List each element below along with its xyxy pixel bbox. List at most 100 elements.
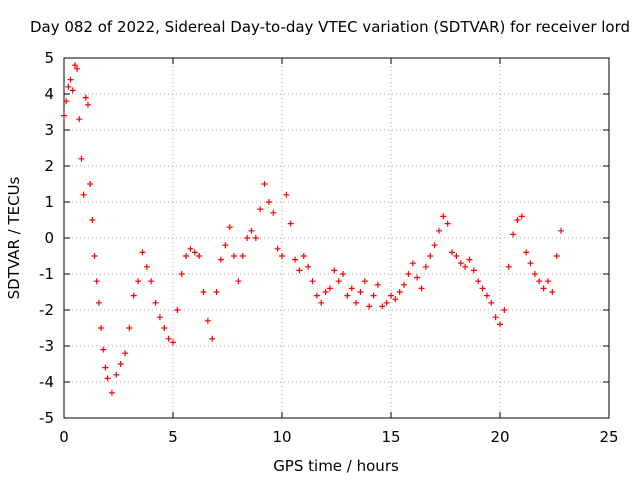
- data-point: [67, 76, 74, 83]
- data-point: [531, 271, 538, 277]
- data-point: [191, 249, 198, 256]
- data-point: [353, 299, 360, 306]
- data-point: [226, 224, 233, 231]
- data-point: [318, 299, 325, 306]
- data-point: [440, 213, 447, 220]
- data-point: [401, 281, 408, 288]
- data-point: [239, 253, 246, 259]
- data-point: [444, 220, 451, 227]
- data-point: [497, 321, 503, 328]
- data-point: [427, 253, 434, 259]
- data-point: [374, 281, 381, 288]
- data-point: [80, 191, 87, 198]
- y-tick-label: 1: [44, 193, 54, 211]
- data-point: [261, 181, 268, 187]
- data-point: [204, 317, 211, 324]
- data-point: [209, 335, 216, 342]
- data-point: [235, 278, 242, 285]
- data-points: [61, 62, 565, 396]
- data-point: [505, 263, 512, 270]
- data-point: [457, 260, 464, 267]
- x-tick-label: 0: [59, 428, 69, 446]
- data-point: [409, 260, 416, 267]
- data-point: [117, 361, 124, 367]
- data-point: [510, 231, 517, 238]
- data-point: [87, 181, 94, 187]
- x-tick-label: 15: [381, 428, 400, 446]
- data-point: [357, 289, 364, 295]
- data-point: [95, 299, 102, 306]
- data-point: [435, 227, 442, 234]
- data-point: [313, 292, 320, 299]
- x-tick-label: 25: [599, 428, 618, 446]
- data-point: [84, 101, 91, 108]
- data-point: [279, 253, 285, 259]
- data-point: [231, 253, 238, 259]
- data-point: [183, 253, 190, 259]
- y-tick-label: 3: [44, 121, 54, 139]
- data-point: [178, 271, 185, 277]
- data-point: [523, 249, 530, 256]
- data-point: [104, 375, 111, 382]
- data-point: [196, 253, 203, 259]
- data-point: [492, 314, 499, 321]
- data-point: [392, 296, 399, 303]
- data-point: [449, 249, 456, 256]
- data-point: [431, 242, 438, 249]
- data-point: [396, 289, 403, 295]
- data-point: [331, 267, 338, 274]
- data-point: [348, 285, 355, 292]
- data-point: [143, 263, 150, 270]
- data-point: [152, 299, 159, 306]
- data-point: [252, 235, 259, 241]
- data-point: [527, 260, 534, 267]
- data-point: [292, 256, 299, 263]
- y-tick-label: -2: [39, 301, 54, 319]
- data-point: [122, 350, 129, 357]
- data-point: [453, 253, 460, 259]
- data-point: [518, 213, 525, 220]
- data-point: [156, 314, 163, 321]
- y-tick-label: -4: [39, 373, 54, 391]
- data-point: [370, 292, 377, 299]
- data-point: [174, 307, 181, 313]
- data-point: [305, 263, 312, 270]
- data-point: [470, 267, 477, 274]
- data-point: [344, 292, 351, 299]
- data-point: [326, 285, 333, 292]
- data-point: [361, 278, 368, 285]
- data-point: [296, 267, 303, 274]
- data-point: [217, 256, 224, 263]
- x-tick-label: 5: [168, 428, 178, 446]
- data-point: [244, 235, 251, 241]
- y-tick-label: -5: [39, 409, 54, 427]
- grid-lines: [64, 58, 609, 418]
- data-point: [139, 249, 146, 256]
- data-point: [466, 256, 473, 263]
- data-point: [287, 220, 294, 227]
- data-point: [113, 371, 120, 378]
- data-point: [540, 285, 547, 292]
- data-point: [270, 209, 277, 216]
- data-point: [283, 191, 290, 198]
- data-point: [213, 289, 220, 295]
- data-point: [501, 307, 508, 313]
- data-point: [488, 299, 495, 306]
- data-point: [248, 227, 255, 234]
- data-point: [98, 325, 105, 331]
- data-point: [366, 303, 373, 310]
- data-point: [309, 278, 316, 285]
- data-point: [257, 206, 264, 213]
- data-point: [418, 285, 425, 292]
- data-point: [479, 285, 486, 292]
- y-axis-label: SDTVAR / TECUs: [5, 176, 23, 299]
- data-point: [148, 278, 155, 285]
- data-point: [69, 87, 76, 94]
- data-point: [170, 339, 176, 346]
- y-tick-label: 5: [44, 49, 54, 67]
- y-tick-label: 4: [44, 85, 54, 103]
- data-point: [549, 289, 556, 295]
- data-point: [462, 263, 469, 270]
- data-point: [100, 346, 107, 353]
